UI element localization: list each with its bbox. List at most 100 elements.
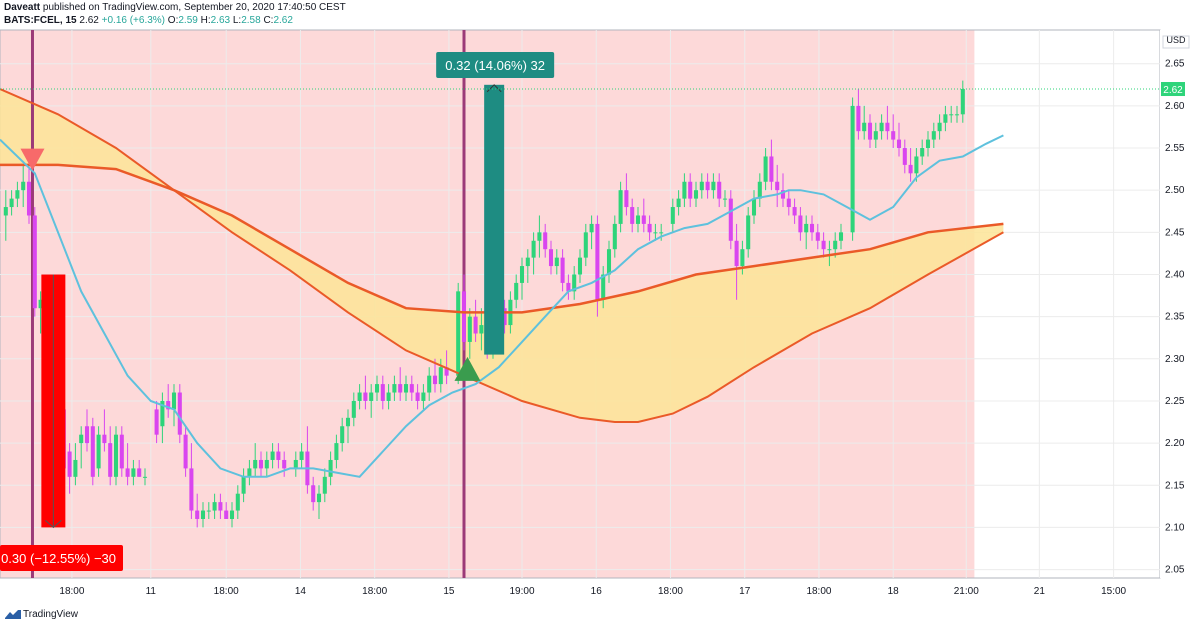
bear-candle [108,443,113,477]
bull-candle [577,257,583,275]
bull-candle [838,232,844,241]
price-tick-label: 2.25 [1165,396,1185,407]
bull-candle [589,223,594,233]
time-tick-label: 15 [443,586,455,597]
bear-candle [891,131,896,140]
close-label: C: [263,15,274,26]
bull-candle [293,459,298,469]
bull-candle [937,122,942,132]
author-name[interactable]: Daveatt [4,2,41,13]
bull-candle [914,156,919,174]
price-tick-label: 2.30 [1165,354,1185,365]
bull-candle [38,299,43,309]
bull-candle [15,190,20,199]
bull-candle [537,232,542,241]
bull-candle [931,131,936,140]
bull-candle [316,493,322,503]
price-axis [1160,30,1200,578]
last-price-badge [1161,82,1185,97]
bull-candle [960,89,965,115]
bear-candle [548,249,554,267]
bear-candle [398,384,403,393]
bear-candle [867,122,873,140]
bull-candle [96,434,101,469]
bull-candle [212,502,217,511]
bull-candle [73,459,78,477]
low-label: L: [232,15,242,26]
symbol-label[interactable]: BATS:FCEL, 15 [4,15,77,26]
bear-candle [856,105,861,132]
bull-candle [827,249,832,251]
bull-candle [427,375,432,393]
bull-candle [21,181,26,191]
price-tick-label: 2.45 [1165,227,1185,238]
bull-candle [229,510,235,519]
bear-candle [908,164,913,174]
ohlc-legend: BATS:FCEL, 15 2.62 +0.16 (+6.3%) O:2.59 … [4,15,293,26]
bull-candle [670,207,675,224]
bear-candle [415,392,420,401]
bear-candle [444,367,449,376]
bull-candle [253,459,258,469]
bear-candle [792,207,797,216]
bull-candle [699,181,704,191]
time-tick-label: 18:00 [214,586,239,597]
bull-candle [746,215,751,250]
bull-candle [3,207,8,216]
bull-candle [519,266,525,283]
long-ma-line [0,88,1004,423]
bear-candle [380,384,385,401]
bull-candle [369,392,374,401]
long-trade-label: 0.32 (14.06%) 32 [445,58,545,73]
short-trade-label-bg [0,545,123,571]
last-price-value: 2.62 [79,15,99,26]
low-value: 2.58 [241,15,261,26]
short-trade-arrow [45,520,62,529]
bear-candle [734,240,739,267]
bull-candle [949,114,954,116]
close-value: 2.62 [273,15,293,26]
bull-candle [235,493,240,511]
time-tick-label: 21 [1034,586,1046,597]
time-tick-label: 15:00 [1101,586,1126,597]
price-tick-label: 2.10 [1165,522,1185,533]
bull-candle [635,215,641,224]
time-tick-label: 17 [739,586,751,597]
bear-candle [90,426,95,477]
bear-candle [705,181,710,191]
price-tick-label: 2.50 [1165,185,1185,196]
bull-candle [572,274,577,292]
bear-candle [177,392,182,435]
bull-candle [357,392,362,401]
bull-candle [612,223,617,250]
time-tick-label: 19:00 [509,586,534,597]
price-tick-label: 2.35 [1165,312,1185,323]
bear-candle [647,223,652,233]
bull-candle [9,198,14,208]
high-label: H: [200,15,211,26]
price-chart[interactable]: 0.32 (14.06%) 32 0.30 (−12.55%) −30 USD 2.0… [0,0,1200,606]
bull-candle [804,223,809,233]
bear-candle [769,156,774,182]
long-trade-box [484,84,505,355]
ma-cloud [0,89,1004,422]
bull-candle [241,476,246,494]
bull-candle [270,451,275,460]
bear-candle [432,375,438,385]
high-value: 2.63 [210,15,231,26]
bull-candle [618,190,623,224]
bull-candle [601,274,606,300]
bear-candle [902,148,907,165]
bull-candle [351,400,356,418]
bull-candle [925,139,931,149]
price-tick-label: 2.15 [1165,480,1185,491]
bull-candle [682,181,687,199]
bull-candle [392,384,397,393]
bull-candle [171,392,177,410]
bull-candle [525,257,530,267]
bull-candle [943,114,948,123]
bull-candle [334,443,339,460]
price-axis-unit: USD [1166,35,1186,45]
time-tick-label: 18:00 [806,586,831,597]
bull-candle [763,156,768,182]
